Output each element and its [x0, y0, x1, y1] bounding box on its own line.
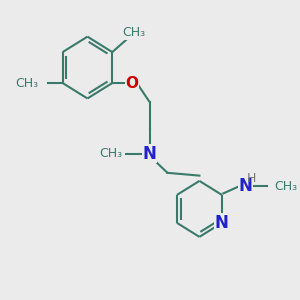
Text: N: N [238, 177, 252, 195]
Text: N: N [143, 145, 157, 163]
Text: O: O [125, 76, 138, 91]
Text: CH₃: CH₃ [99, 147, 122, 160]
Text: N: N [215, 214, 229, 232]
Text: CH₃: CH₃ [274, 180, 297, 193]
Text: CH₃: CH₃ [15, 76, 38, 89]
Text: CH₃: CH₃ [123, 26, 146, 40]
Text: H: H [246, 172, 256, 185]
